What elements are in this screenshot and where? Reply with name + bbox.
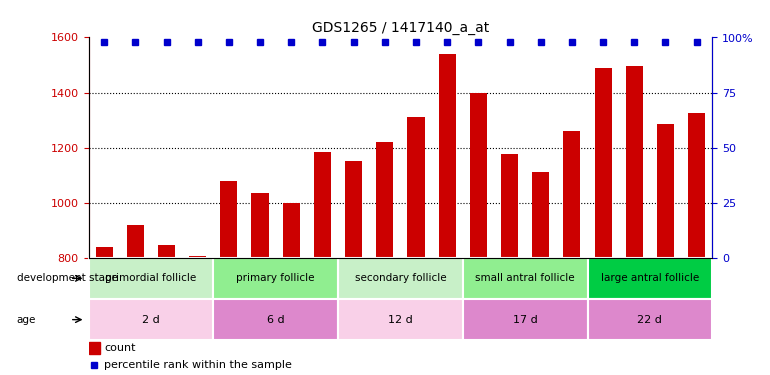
Text: primary follicle: primary follicle [236, 273, 315, 284]
Text: GSM75720: GSM75720 [443, 260, 452, 309]
Bar [594, 68, 611, 258]
Text: GSM75732: GSM75732 [661, 260, 670, 309]
Bar [470, 93, 487, 258]
Text: 17 d: 17 d [513, 315, 537, 325]
Text: count: count [104, 344, 136, 353]
Bar [338, 258, 463, 299]
Bar [283, 202, 300, 258]
Text: secondary follicle: secondary follicle [355, 273, 446, 284]
Bar [588, 258, 712, 299]
Bar [564, 131, 581, 258]
Bar [338, 299, 463, 340]
Text: GSM75719: GSM75719 [411, 260, 420, 309]
Bar [95, 247, 112, 258]
Bar [213, 258, 338, 299]
Bar [213, 299, 338, 340]
Bar [626, 66, 643, 258]
Bar [588, 299, 712, 340]
Text: GSM75714: GSM75714 [193, 260, 203, 309]
Bar [688, 113, 705, 258]
Title: GDS1265 / 1417140_a_at: GDS1265 / 1417140_a_at [312, 21, 489, 35]
Text: GSM74060: GSM74060 [224, 260, 233, 309]
Text: 6 d: 6 d [267, 315, 284, 325]
Text: 2 d: 2 d [142, 315, 160, 325]
Text: GSM75710: GSM75710 [131, 260, 140, 309]
Bar [501, 154, 518, 258]
Bar [377, 142, 393, 258]
Text: 22 d: 22 d [638, 315, 662, 325]
Text: GSM74061: GSM74061 [256, 260, 265, 309]
Text: GSM75729: GSM75729 [598, 260, 608, 309]
Bar [127, 225, 144, 258]
Text: GSM75733: GSM75733 [692, 260, 701, 309]
Text: 12 d: 12 d [388, 315, 413, 325]
Bar [252, 193, 269, 258]
Bar [89, 342, 100, 354]
Text: GSM75712: GSM75712 [162, 260, 171, 309]
Text: GSM74062: GSM74062 [286, 260, 296, 309]
Text: GSM75724: GSM75724 [505, 260, 514, 309]
Bar [439, 54, 456, 258]
Bar [158, 245, 175, 258]
Bar [345, 161, 362, 258]
Bar [89, 258, 213, 299]
Text: GSM75727: GSM75727 [567, 260, 577, 309]
Text: age: age [17, 315, 36, 325]
Text: small antral follicle: small antral follicle [475, 273, 575, 284]
Bar [532, 172, 549, 258]
Bar [314, 152, 331, 258]
Bar [463, 299, 588, 340]
Text: GSM75715: GSM75715 [349, 260, 358, 309]
Text: GSM75722: GSM75722 [474, 260, 483, 309]
Text: GSM74063: GSM74063 [318, 260, 327, 309]
Bar [463, 258, 588, 299]
Text: GSM75725: GSM75725 [536, 260, 545, 309]
Text: percentile rank within the sample: percentile rank within the sample [104, 360, 292, 370]
Bar [89, 299, 213, 340]
Text: primordial follicle: primordial follicle [105, 273, 196, 284]
Bar [189, 256, 206, 258]
Text: GSM75708: GSM75708 [99, 260, 109, 309]
Text: large antral follicle: large antral follicle [601, 273, 699, 284]
Bar [657, 124, 674, 258]
Bar [407, 117, 424, 258]
Text: GSM75717: GSM75717 [380, 260, 390, 309]
Bar [220, 181, 237, 258]
Text: GSM75730: GSM75730 [630, 260, 639, 309]
Text: development stage: development stage [17, 273, 118, 284]
